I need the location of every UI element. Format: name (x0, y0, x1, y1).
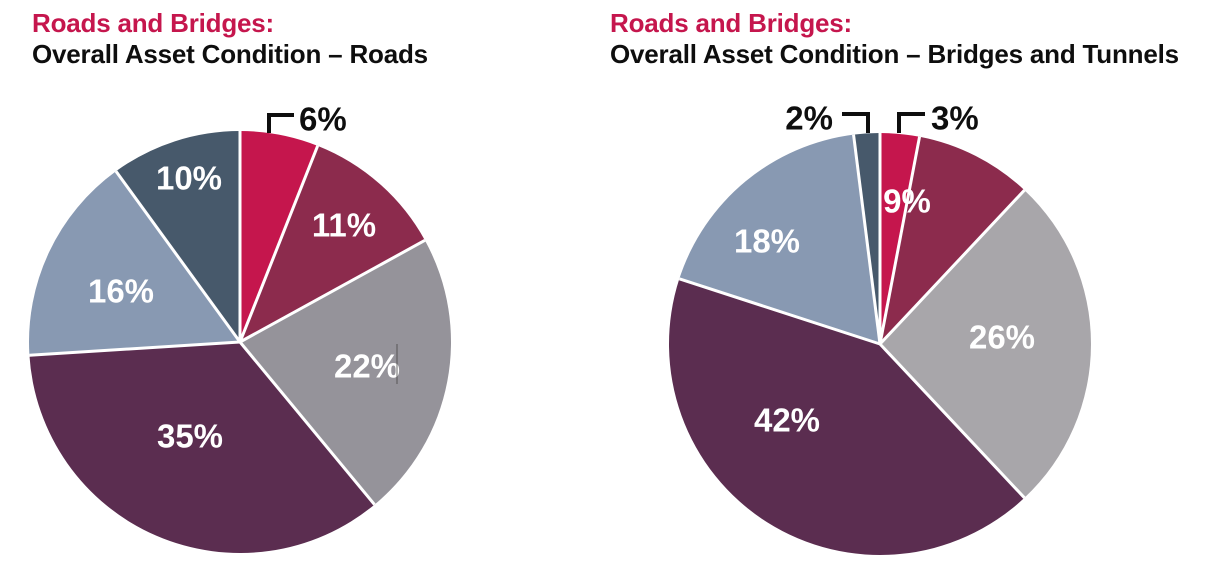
slice-separator-roads-5 (114, 170, 242, 343)
callout-label-bridges-tunnels-2pct: 2% (785, 100, 833, 137)
chart-title-roads: Overall Asset Condition – Roads (32, 39, 428, 69)
pie-slice-bridges-tunnels-9pct (880, 136, 1025, 344)
pie-label-bridges-tunnels-9pct: 9% (883, 183, 931, 220)
slice-separator-bridges-tunnels-4 (678, 277, 881, 346)
slice-separator-roads-3 (238, 341, 376, 506)
pie-slice-bridges-tunnels-42pct (669, 278, 1025, 555)
chart-header-roads: Roads and Bridges: Overall Asset Conditi… (32, 8, 428, 70)
slice-separator-roads-2 (239, 239, 426, 344)
chart-eyebrow-bridges-tunnels: Roads and Bridges: (610, 8, 852, 38)
pie-label-roads-11pct: 11% (312, 207, 376, 244)
pie-label-roads-35pct: 35% (157, 418, 223, 455)
pie-label-roads-22pct: 22% (334, 348, 400, 385)
chart-title-bridges-tunnels: Overall Asset Condition – Bridges and Tu… (610, 39, 1179, 69)
pie-label-bridges-tunnels-18pct: 18% (734, 223, 800, 260)
chart-header-bridges-tunnels: Roads and Bridges: Overall Asset Conditi… (610, 8, 1179, 70)
pie-slice-bridges-tunnels-26pct (880, 190, 1091, 498)
slice-separator-roads-4 (29, 340, 241, 357)
chart-eyebrow-roads: Roads and Bridges: (32, 8, 274, 38)
pie-label-bridges-tunnels-42pct: 42% (754, 402, 820, 439)
pie-label-bridges-tunnels-26pct: 26% (969, 319, 1035, 356)
slice-separator-roads-1 (238, 145, 320, 343)
pie-label-roads-10pct: 10% (156, 160, 222, 197)
slice-separator-bridges-tunnels-2 (878, 189, 1026, 346)
callout-label-roads-6pct: 6% (299, 101, 347, 138)
pie-slice-roads-11pct (240, 145, 425, 342)
callout-line-bridges-tunnels-2pct (842, 112, 870, 133)
callout-line-roads-6pct (267, 113, 294, 133)
slice-separator-bridges-tunnels-3 (878, 342, 1026, 499)
slice-separator-bridges-tunnels-1 (878, 136, 922, 345)
pie-slice-roads-10pct (115, 131, 240, 342)
pie-slice-roads-16pct (29, 171, 241, 356)
pie-label-roads-16pct: 16% (88, 273, 154, 310)
callout-label-bridges-tunnels-3pct: 3% (931, 100, 979, 137)
pie-slice-roads-35pct (29, 342, 375, 554)
pie-slice-roads-22pct (240, 240, 452, 505)
callout-line-bridges-tunnels-3pct (897, 112, 925, 133)
slice-separator-bridges-tunnels-5 (852, 134, 882, 345)
pie-slice-bridges-tunnels-18pct (679, 134, 880, 344)
